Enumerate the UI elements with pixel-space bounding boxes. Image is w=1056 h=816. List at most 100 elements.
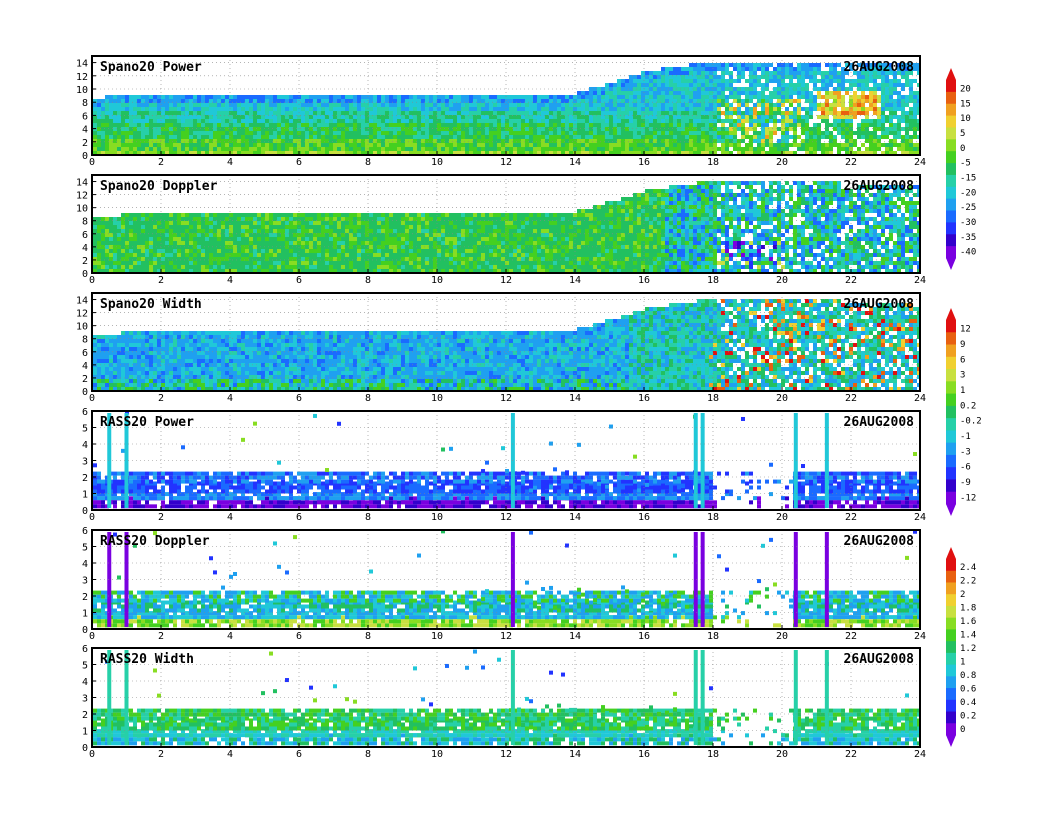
heatmap-cell [705, 143, 709, 147]
heatmap-cell [169, 147, 173, 151]
heatmap-cell [245, 131, 249, 135]
heatmap-cell [177, 225, 181, 229]
heatmap-cell [193, 213, 197, 217]
heatmap-cell [293, 135, 297, 139]
heatmap-cell [901, 75, 905, 79]
heatmap-cell [721, 95, 725, 99]
heatmap-cell [701, 99, 705, 103]
heatmap-cell [617, 147, 621, 151]
heatmap-cell [281, 111, 285, 115]
heatmap-cell [481, 147, 485, 151]
heatmap-cell [425, 151, 429, 155]
heatmap-cell [225, 139, 229, 143]
heatmap-cell [333, 99, 337, 103]
heatmap-cell [341, 237, 345, 241]
heatmap-cell [717, 135, 721, 139]
heatmap-cell [549, 99, 553, 103]
heatmap-cell [481, 131, 485, 135]
heatmap-cell [537, 139, 541, 143]
heatmap-cell [361, 233, 365, 237]
heatmap-cell [829, 103, 833, 107]
heatmap-cell [697, 99, 701, 103]
heatmap-cell [105, 221, 109, 225]
heatmap-cell [277, 131, 281, 135]
heatmap-cell [657, 115, 661, 119]
heatmap-cell [417, 115, 421, 119]
heatmap-cell [173, 111, 177, 115]
heatmap-cell [909, 83, 913, 87]
heatmap-cell [265, 265, 269, 269]
heatmap-cell [601, 107, 605, 111]
heatmap-cell [213, 269, 217, 273]
heatmap-cell [441, 253, 445, 257]
heatmap-cell [837, 75, 841, 79]
heatmap-cell [553, 111, 557, 115]
heatmap-cell [93, 139, 97, 143]
heatmap-cell [753, 135, 757, 139]
heatmap-cell [733, 79, 737, 83]
heatmap-cell [389, 135, 393, 139]
heatmap-cell [577, 107, 581, 111]
heatmap-cell [621, 135, 625, 139]
heatmap-cell [385, 245, 389, 249]
heatmap-cell [681, 95, 685, 99]
heatmap-cell [281, 265, 285, 269]
heatmap-cell [485, 127, 489, 131]
heatmap-cell [161, 261, 165, 265]
heatmap-cell [129, 119, 133, 123]
heatmap-cell [861, 67, 865, 71]
heatmap-cell [537, 143, 541, 147]
heatmap-cell [173, 253, 177, 257]
heatmap-cell [497, 103, 501, 107]
heatmap-cell [717, 67, 721, 71]
heatmap-cell [293, 265, 297, 269]
heatmap-cell [145, 127, 149, 131]
heatmap-cell [149, 139, 153, 143]
heatmap-cell [601, 99, 605, 103]
heatmap-cell [461, 249, 465, 253]
heatmap-cell [413, 99, 417, 103]
heatmap-cell [93, 123, 97, 127]
heatmap-cell [877, 143, 881, 147]
heatmap-cell [205, 269, 209, 273]
heatmap-cell [893, 87, 897, 91]
heatmap-cell [905, 123, 909, 127]
heatmap-cell [221, 269, 225, 273]
heatmap-cell [369, 245, 373, 249]
heatmap-cell [565, 131, 569, 135]
heatmap-cell [809, 143, 813, 147]
heatmap-cell [93, 253, 97, 257]
heatmap-cell [473, 237, 477, 241]
heatmap-cell [165, 241, 169, 245]
heatmap-cell [437, 265, 441, 269]
heatmap-cell [157, 217, 161, 221]
heatmap-cell [141, 229, 145, 233]
heatmap-cell [245, 261, 249, 265]
heatmap-cell [133, 237, 137, 241]
heatmap-cell [833, 115, 837, 119]
heatmap-cell [613, 103, 617, 107]
heatmap-cell [597, 115, 601, 119]
heatmap-cell [413, 245, 417, 249]
heatmap-cell [329, 249, 333, 253]
heatmap-cell [761, 147, 765, 151]
heatmap-cell [429, 135, 433, 139]
heatmap-cell [865, 63, 869, 67]
heatmap-cell [441, 123, 445, 127]
heatmap-cell [453, 229, 457, 233]
heatmap-cell [265, 95, 269, 99]
heatmap-cell [565, 95, 569, 99]
heatmap-cell [665, 107, 669, 111]
heatmap-cell [713, 91, 717, 95]
heatmap-cell [673, 151, 677, 155]
heatmap-cell [197, 249, 201, 253]
heatmap-cell [193, 221, 197, 225]
heatmap-cell [417, 147, 421, 151]
heatmap-cell [673, 143, 677, 147]
heatmap-cell [253, 119, 257, 123]
x-tick-label: 20 [776, 157, 788, 168]
heatmap-cell [113, 233, 117, 237]
heatmap-cell [873, 91, 877, 95]
heatmap-cell [709, 123, 713, 127]
heatmap-cell [161, 229, 165, 233]
